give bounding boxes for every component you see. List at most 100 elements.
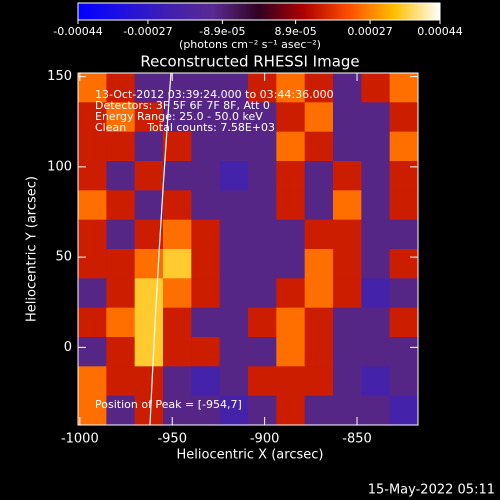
x-tick-label: -950 xyxy=(157,432,187,447)
heatmap-cell xyxy=(78,131,107,162)
heatmap-cell xyxy=(361,131,391,162)
heatmap-cell xyxy=(389,395,418,425)
heatmap-cell xyxy=(389,219,418,250)
heatmap-cell xyxy=(191,190,221,221)
y-tick-label: 0 xyxy=(64,340,72,355)
heatmap-cell xyxy=(78,278,107,309)
heatmap-cell xyxy=(333,102,362,133)
annotation: Energy Range: 25.0 - 50.0 keV xyxy=(95,110,263,123)
heatmap-cell xyxy=(361,161,391,191)
heatmap-cell xyxy=(389,102,418,133)
heatmap-cell xyxy=(389,307,418,338)
heatmap-cell xyxy=(191,161,221,191)
heatmap-cell xyxy=(134,131,164,162)
heatmap-cell xyxy=(219,278,249,309)
heatmap-cell xyxy=(106,102,136,133)
heatmap-cell xyxy=(248,395,277,425)
heatmap-cell xyxy=(191,307,221,338)
heatmap-cell xyxy=(163,219,192,250)
heatmap-cell xyxy=(248,161,277,191)
heatmap-cell xyxy=(389,249,418,279)
heatmap-cell xyxy=(276,278,306,309)
heatmap-cell xyxy=(163,131,192,162)
heatmap-cell xyxy=(106,395,136,425)
heatmap-cell xyxy=(276,337,306,367)
heatmap-cell xyxy=(389,131,418,162)
heatmap-cell xyxy=(134,190,164,221)
heatmap-cell xyxy=(219,131,249,162)
heatmap-cell xyxy=(276,395,306,425)
heatmap-cell xyxy=(191,102,221,133)
heatmap-cell xyxy=(248,102,277,133)
heatmap-cell xyxy=(276,366,306,397)
heatmap-cell xyxy=(276,131,306,162)
heatmap-cell xyxy=(304,337,334,367)
heatmap-cell xyxy=(248,249,277,279)
heatmap-cell xyxy=(219,249,249,279)
heatmap-cell xyxy=(106,73,136,103)
heatmap-cell xyxy=(361,307,391,338)
heatmap-cell xyxy=(191,219,221,250)
colorbar-label: (photons cm⁻² s⁻¹ asec⁻²) xyxy=(179,38,321,51)
heatmap-cell xyxy=(361,278,391,309)
colorbar-tick-label: 8.9e-05 xyxy=(274,25,316,38)
heatmap-cell xyxy=(78,161,107,191)
heatmap-cell xyxy=(134,219,164,250)
heatmap-cell xyxy=(248,131,277,162)
heatmap-cell xyxy=(361,395,391,425)
heatmap-cell xyxy=(106,190,136,221)
heatmap-cell xyxy=(191,73,221,103)
heatmap-cell xyxy=(304,366,334,397)
heatmap-cell xyxy=(78,219,107,250)
heatmap-cell xyxy=(333,249,362,279)
heatmap-cell xyxy=(78,249,107,279)
heatmap-cell xyxy=(333,307,362,338)
heatmap-cell xyxy=(106,307,136,338)
heatmap-cell xyxy=(219,366,249,397)
chart-title: Reconstructed RHESSI Image xyxy=(140,53,359,71)
y-tick-label: 150 xyxy=(47,69,72,84)
heatmap-cell xyxy=(248,73,277,103)
heatmap-cell xyxy=(276,73,306,103)
heatmap-cell xyxy=(389,161,418,191)
heatmap-cell xyxy=(333,337,362,367)
heatmap-cell xyxy=(304,307,334,338)
heatmap-cell xyxy=(219,161,249,191)
heatmap-cell xyxy=(191,131,221,162)
heatmap-cell xyxy=(106,278,136,309)
heatmap-cell xyxy=(78,395,107,425)
heatmap-cell xyxy=(163,337,192,367)
heatmap-cell xyxy=(389,190,418,221)
heatmap-cell xyxy=(304,219,334,250)
timestamp: 15-May-2022 05:11 xyxy=(368,483,495,498)
heatmap-cell xyxy=(78,73,107,103)
heatmap-cell xyxy=(248,219,277,250)
heatmap-cell xyxy=(361,337,391,367)
heatmap-cell xyxy=(78,337,107,367)
heatmap-cell xyxy=(106,131,136,162)
annotation: Clean Total counts: 7.58E+03 xyxy=(95,121,275,134)
y-tick-label: 100 xyxy=(47,159,72,174)
heatmap-cell xyxy=(276,102,306,133)
heatmap-cell xyxy=(333,161,362,191)
heatmap-cell xyxy=(106,219,136,250)
annotation: 13-Oct-2012 03:39:24.000 to 03:44:36.000 xyxy=(95,88,334,101)
colorbar-tick-label: 0.00027 xyxy=(347,25,393,38)
heatmap-cell xyxy=(134,278,164,309)
heatmap-cell xyxy=(389,278,418,309)
colorbar-tick-label: 0.00044 xyxy=(417,25,463,38)
colorbar-tick-label: -0.00027 xyxy=(123,25,172,38)
heatmap-cell xyxy=(134,307,164,338)
heatmap-cell xyxy=(304,190,334,221)
heatmap-cell xyxy=(134,161,164,191)
heatmap-cell xyxy=(276,190,306,221)
heatmap-cell xyxy=(219,73,249,103)
heatmap-cell xyxy=(78,102,107,133)
heatmap-cell xyxy=(389,337,418,367)
x-axis-label: Heliocentric X (arcsec) xyxy=(177,448,324,463)
heatmap-cell xyxy=(191,278,221,309)
heatmap-cell xyxy=(333,219,362,250)
heatmap-cell xyxy=(191,395,221,425)
heatmap-cell xyxy=(276,307,306,338)
